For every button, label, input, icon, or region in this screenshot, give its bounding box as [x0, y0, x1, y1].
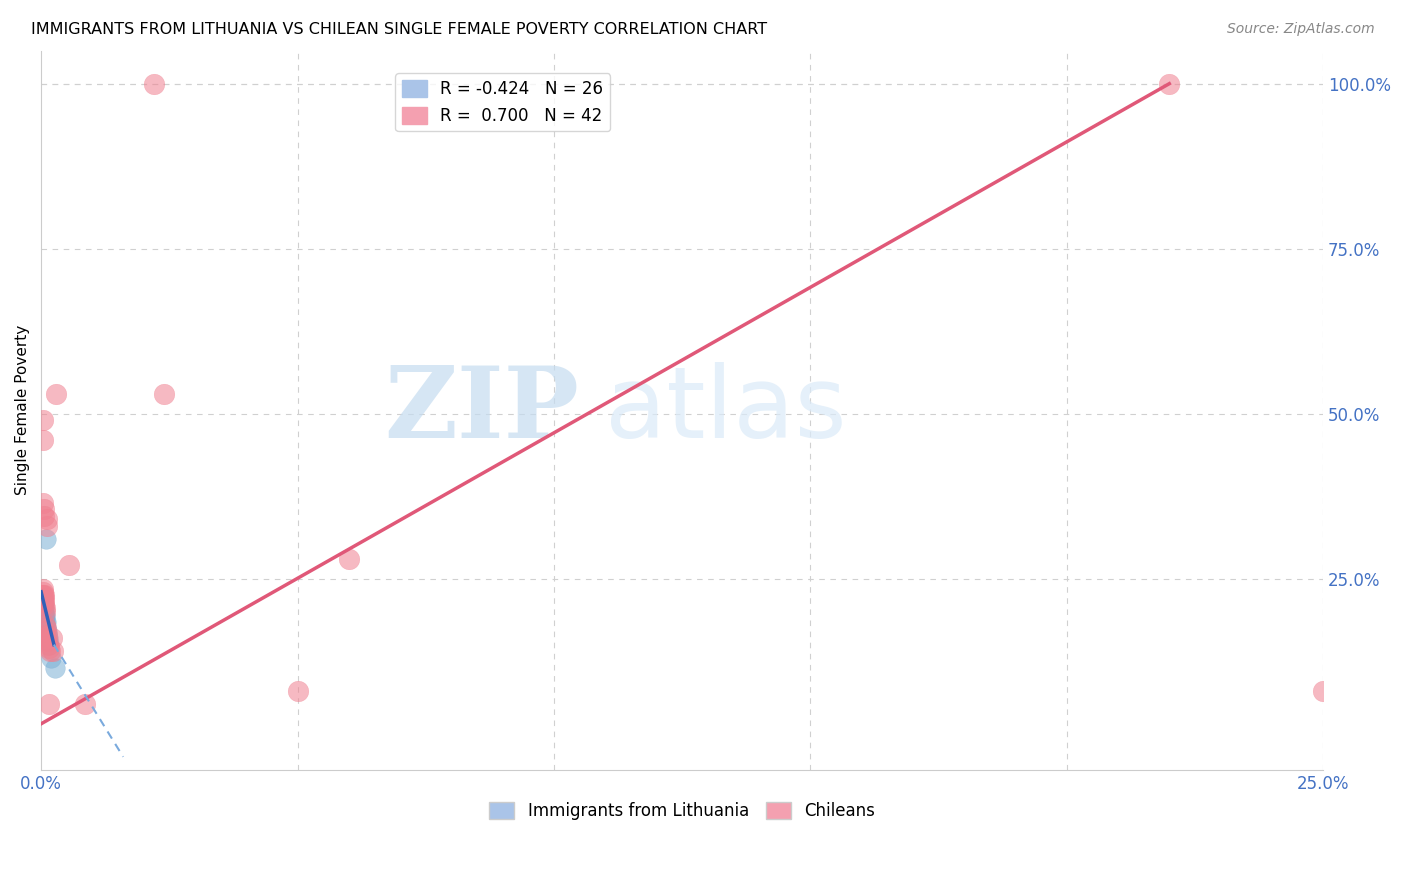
Point	[45, 387, 67, 401]
Point	[42, 644, 65, 658]
Point	[34, 615, 56, 629]
Point	[32, 601, 55, 615]
Point	[35, 512, 58, 526]
Point	[31, 591, 53, 606]
Point	[31, 584, 53, 599]
Point	[35, 624, 58, 639]
Point	[35, 621, 58, 635]
Point	[32, 605, 55, 619]
Point	[287, 683, 309, 698]
Point	[32, 607, 55, 622]
Point	[37, 634, 59, 648]
Point	[32, 502, 55, 516]
Point	[34, 605, 56, 619]
Text: atlas: atlas	[605, 362, 846, 458]
Point	[30, 598, 52, 612]
Point	[32, 582, 55, 596]
Point	[73, 697, 96, 711]
Point	[32, 611, 55, 625]
Point	[32, 598, 55, 612]
Point	[32, 508, 55, 523]
Point	[35, 628, 58, 642]
Point	[34, 601, 56, 615]
Point	[32, 588, 55, 602]
Point	[35, 631, 58, 645]
Point	[32, 615, 55, 629]
Point	[31, 595, 53, 609]
Point	[142, 77, 165, 91]
Point	[32, 595, 55, 609]
Point	[34, 611, 56, 625]
Point	[38, 697, 60, 711]
Point	[32, 591, 55, 606]
Point	[37, 634, 59, 648]
Point	[37, 631, 59, 645]
Point	[38, 640, 60, 655]
Point	[337, 551, 360, 566]
Point	[153, 387, 176, 401]
Point	[35, 621, 58, 635]
Y-axis label: Single Female Poverty: Single Female Poverty	[15, 326, 30, 495]
Point	[31, 413, 53, 427]
Point	[31, 595, 53, 609]
Text: Source: ZipAtlas.com: Source: ZipAtlas.com	[1227, 22, 1375, 37]
Point	[32, 496, 55, 510]
Point	[1159, 77, 1181, 91]
Point	[41, 631, 63, 645]
Text: ZIP: ZIP	[385, 362, 579, 458]
Point	[32, 598, 55, 612]
Point	[31, 605, 53, 619]
Legend: Immigrants from Lithuania, Chileans: Immigrants from Lithuania, Chileans	[482, 795, 882, 826]
Point	[38, 638, 60, 652]
Point	[32, 605, 55, 619]
Point	[32, 588, 55, 602]
Point	[31, 433, 53, 447]
Point	[34, 624, 56, 639]
Point	[1312, 683, 1334, 698]
Point	[32, 611, 55, 625]
Point	[37, 638, 59, 652]
Point	[34, 607, 56, 622]
Point	[58, 558, 80, 573]
Point	[31, 591, 53, 606]
Point	[30, 591, 52, 606]
Point	[32, 595, 55, 609]
Point	[31, 601, 53, 615]
Point	[37, 518, 59, 533]
Point	[39, 644, 62, 658]
Point	[31, 588, 53, 602]
Point	[41, 650, 63, 665]
Point	[37, 628, 59, 642]
Point	[35, 532, 58, 546]
Text: IMMIGRANTS FROM LITHUANIA VS CHILEAN SINGLE FEMALE POVERTY CORRELATION CHART: IMMIGRANTS FROM LITHUANIA VS CHILEAN SIN…	[31, 22, 768, 37]
Point	[44, 661, 66, 675]
Point	[34, 617, 56, 632]
Point	[35, 615, 58, 629]
